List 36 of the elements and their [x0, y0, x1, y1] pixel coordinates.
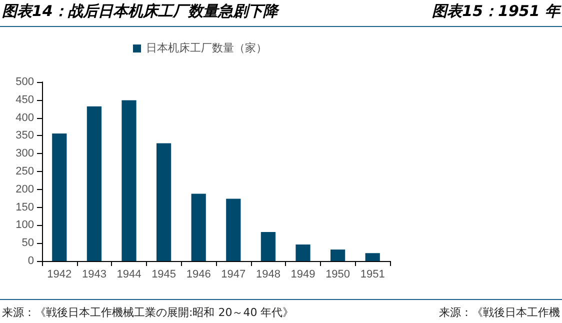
bar [86, 106, 102, 261]
text: 图表15：1951 年 [432, 2, 560, 21]
x-tick-label: 1943 [82, 268, 106, 280]
x-tick-label: 1948 [256, 268, 280, 280]
x-tick-label: 1944 [116, 268, 142, 280]
bar [260, 232, 276, 261]
y-tick-label: 350 [16, 130, 34, 142]
y-tick-label: 300 [16, 148, 34, 160]
bar [296, 244, 310, 261]
legend-label: 日本机床工厂数量（家） [146, 42, 267, 54]
y-tick-label: 200 [16, 183, 34, 196]
bar [156, 143, 172, 261]
y-tick-label: 100 [16, 219, 34, 232]
x-tick-label: 1950 [326, 268, 350, 280]
bar [122, 100, 136, 261]
x-tick-label: 1951 [360, 268, 385, 280]
y-tick-label: 50 [22, 237, 34, 250]
y-tick-label: 150 [16, 201, 34, 214]
y-tick-label: 0 [28, 255, 34, 267]
bar [226, 198, 241, 261]
bar [330, 250, 346, 261]
y-tick-label: 450 [16, 94, 34, 106]
x-tick-label: 1945 [152, 268, 176, 280]
bar [52, 134, 67, 261]
x-tick-label: 1942 [47, 268, 72, 280]
y-tick-label: 250 [16, 166, 34, 178]
chart-title: 图表14：战后日本机床工厂数量急剧下降 [2, 2, 278, 21]
x-tick-label: 1949 [290, 268, 316, 280]
source-note: 来源：《戦後日本工作機械工業の展開:昭和 20～40 年代》 [2, 305, 294, 320]
y-tick-label: 500 [16, 76, 34, 88]
y-tick-label: 400 [16, 112, 34, 124]
bar [191, 194, 206, 261]
source-note: 来源：《戦後日本工作機 [439, 305, 560, 320]
x-tick-label: 1946 [186, 268, 211, 280]
x-tick-label: 1947 [221, 268, 246, 280]
bar [365, 253, 380, 261]
